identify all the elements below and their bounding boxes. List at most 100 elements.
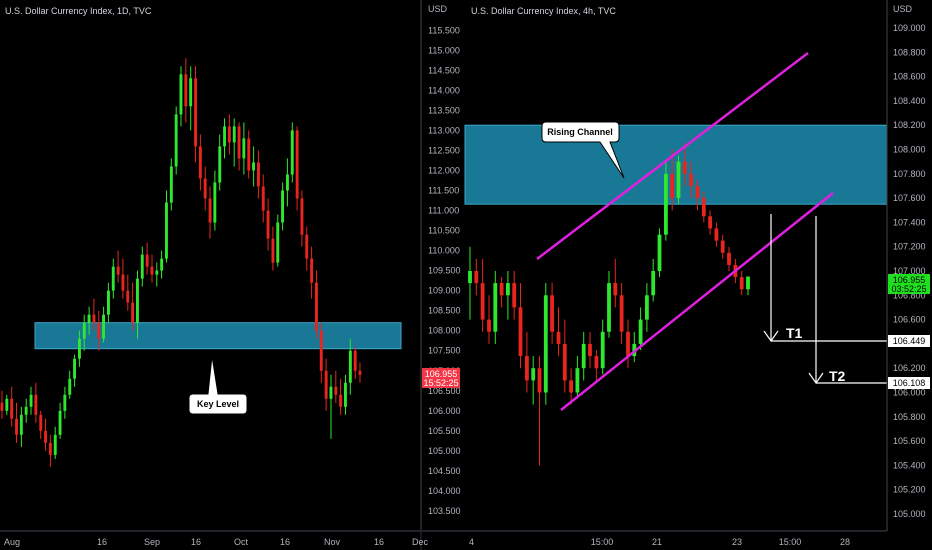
y-tick-label: 111.500 <box>428 186 459 196</box>
candle-body <box>353 350 357 371</box>
candle-body <box>58 410 62 435</box>
four-hour-price-label: 106.955 03:52:25 <box>888 274 930 294</box>
candle-body <box>657 234 662 271</box>
candle-body <box>329 386 333 399</box>
candle-body <box>619 295 624 332</box>
candle-body <box>0 402 4 411</box>
y-tick-label: 112.500 <box>428 145 460 155</box>
y-tick-label: 105.600 <box>893 436 926 446</box>
y-tick-label: 106.000 <box>893 388 926 398</box>
candle-body <box>15 418 18 435</box>
four-hour-price-label-box <box>888 274 930 294</box>
candle-body <box>174 114 178 167</box>
daily-title: U.S. Dollar Currency Index, 1D, TVC <box>5 6 152 16</box>
x-tick-label: Sep <box>144 537 160 547</box>
candle-body <box>300 198 304 235</box>
candle-body <box>487 319 491 332</box>
x-tick-label: 16 <box>280 537 290 547</box>
four-hour-x-axis: 4 15:00 21 23 15:00 28 <box>469 537 850 547</box>
y-tick-label: 113.500 <box>428 105 460 115</box>
x-tick-label: 15:00 <box>591 537 614 547</box>
candle-body <box>664 173 668 235</box>
candle-body <box>562 343 567 381</box>
four-hour-last-price: 106.955 <box>893 275 926 285</box>
candle-body <box>63 394 67 411</box>
candle-body <box>145 254 149 267</box>
candle-body <box>695 185 700 199</box>
daily-last-price: 106.955 <box>425 369 458 379</box>
candle-body <box>569 380 573 393</box>
candle-body <box>480 283 485 320</box>
candle-body <box>111 266 115 291</box>
y-tick-label: 108.200 <box>893 120 926 130</box>
candle-body <box>266 210 270 239</box>
t1-price-tag-box <box>888 335 930 347</box>
candle-body <box>155 270 159 275</box>
y-tick-label: 109.500 <box>428 266 461 276</box>
candle-body <box>242 138 246 159</box>
candle-body <box>169 166 173 203</box>
candle-body <box>208 198 212 223</box>
y-tick-label: 114.000 <box>428 85 460 95</box>
x-tick-label: 16 <box>97 537 107 547</box>
daily-countdown: 15:52:25 <box>423 378 458 388</box>
candle-body <box>531 368 536 381</box>
y-tick-label: 115.000 <box>428 45 460 55</box>
candle-body <box>720 240 725 253</box>
y-tick-label: 107.600 <box>893 193 926 203</box>
candle-body <box>518 307 523 356</box>
candle-body <box>334 386 338 395</box>
candle-body <box>305 234 309 259</box>
t2-price-tag-box <box>888 377 930 389</box>
daily-price-label-box <box>422 368 460 388</box>
candle-body <box>575 368 580 393</box>
candle-body <box>82 322 86 339</box>
candle-body <box>581 343 586 369</box>
candle-body <box>44 430 47 443</box>
y-tick-label: 105.000 <box>893 509 926 519</box>
four-hour-y-axis-unit: USD <box>893 4 913 14</box>
y-tick-label: 106.800 <box>893 290 926 300</box>
x-tick-label: 23 <box>732 537 742 547</box>
candle-body <box>645 295 649 320</box>
candle-body <box>613 283 618 296</box>
candle-body <box>607 283 611 332</box>
candle-body <box>506 283 510 296</box>
y-tick-label: 106.500 <box>428 386 461 396</box>
candle-body <box>281 190 284 223</box>
candle-body <box>746 276 750 290</box>
four-hour-y-axis: 109.000 108.800 108.600 108.400 108.200 108.0… <box>893 23 926 519</box>
candle-body <box>53 434 57 455</box>
daily-x-axis: Aug 16 Sep 16 Oct 16 Nov 16 Dec <box>4 537 428 547</box>
x-tick-label: 4 <box>469 537 474 547</box>
target-t1: T1 <box>763 214 887 343</box>
y-tick-label: 113.000 <box>428 125 460 135</box>
y-tick-label: 105.400 <box>893 460 926 470</box>
four-hour-countdown: 03:52:25 <box>891 284 926 294</box>
key-level-callout-shape <box>188 355 248 415</box>
x-tick-label: 16 <box>191 537 201 547</box>
candle-body <box>310 258 314 283</box>
candle-body <box>324 370 328 399</box>
candle-body <box>116 266 120 275</box>
candle-body <box>600 331 605 369</box>
candle-body <box>203 178 207 199</box>
y-tick-label: 107.400 <box>893 217 926 227</box>
candle-body <box>261 186 265 211</box>
candle-body <box>276 222 280 263</box>
y-tick-label: 108.500 <box>428 306 461 316</box>
x-tick-label: 28 <box>840 537 850 547</box>
candle-body <box>512 283 517 308</box>
y-tick-label: 108.600 <box>893 72 926 82</box>
x-tick-label: 21 <box>652 537 662 547</box>
candle-body <box>348 350 352 383</box>
candle-body <box>714 228 719 241</box>
four-hour-candles <box>468 143 750 466</box>
candle-body <box>218 146 222 183</box>
candle-body <box>474 271 479 284</box>
x-tick-label: Nov <box>324 537 341 547</box>
y-tick-label: 105.200 <box>893 485 926 495</box>
candle-body <box>126 290 130 303</box>
y-tick-label: 107.500 <box>428 346 461 356</box>
channel-lower-line <box>560 192 834 411</box>
